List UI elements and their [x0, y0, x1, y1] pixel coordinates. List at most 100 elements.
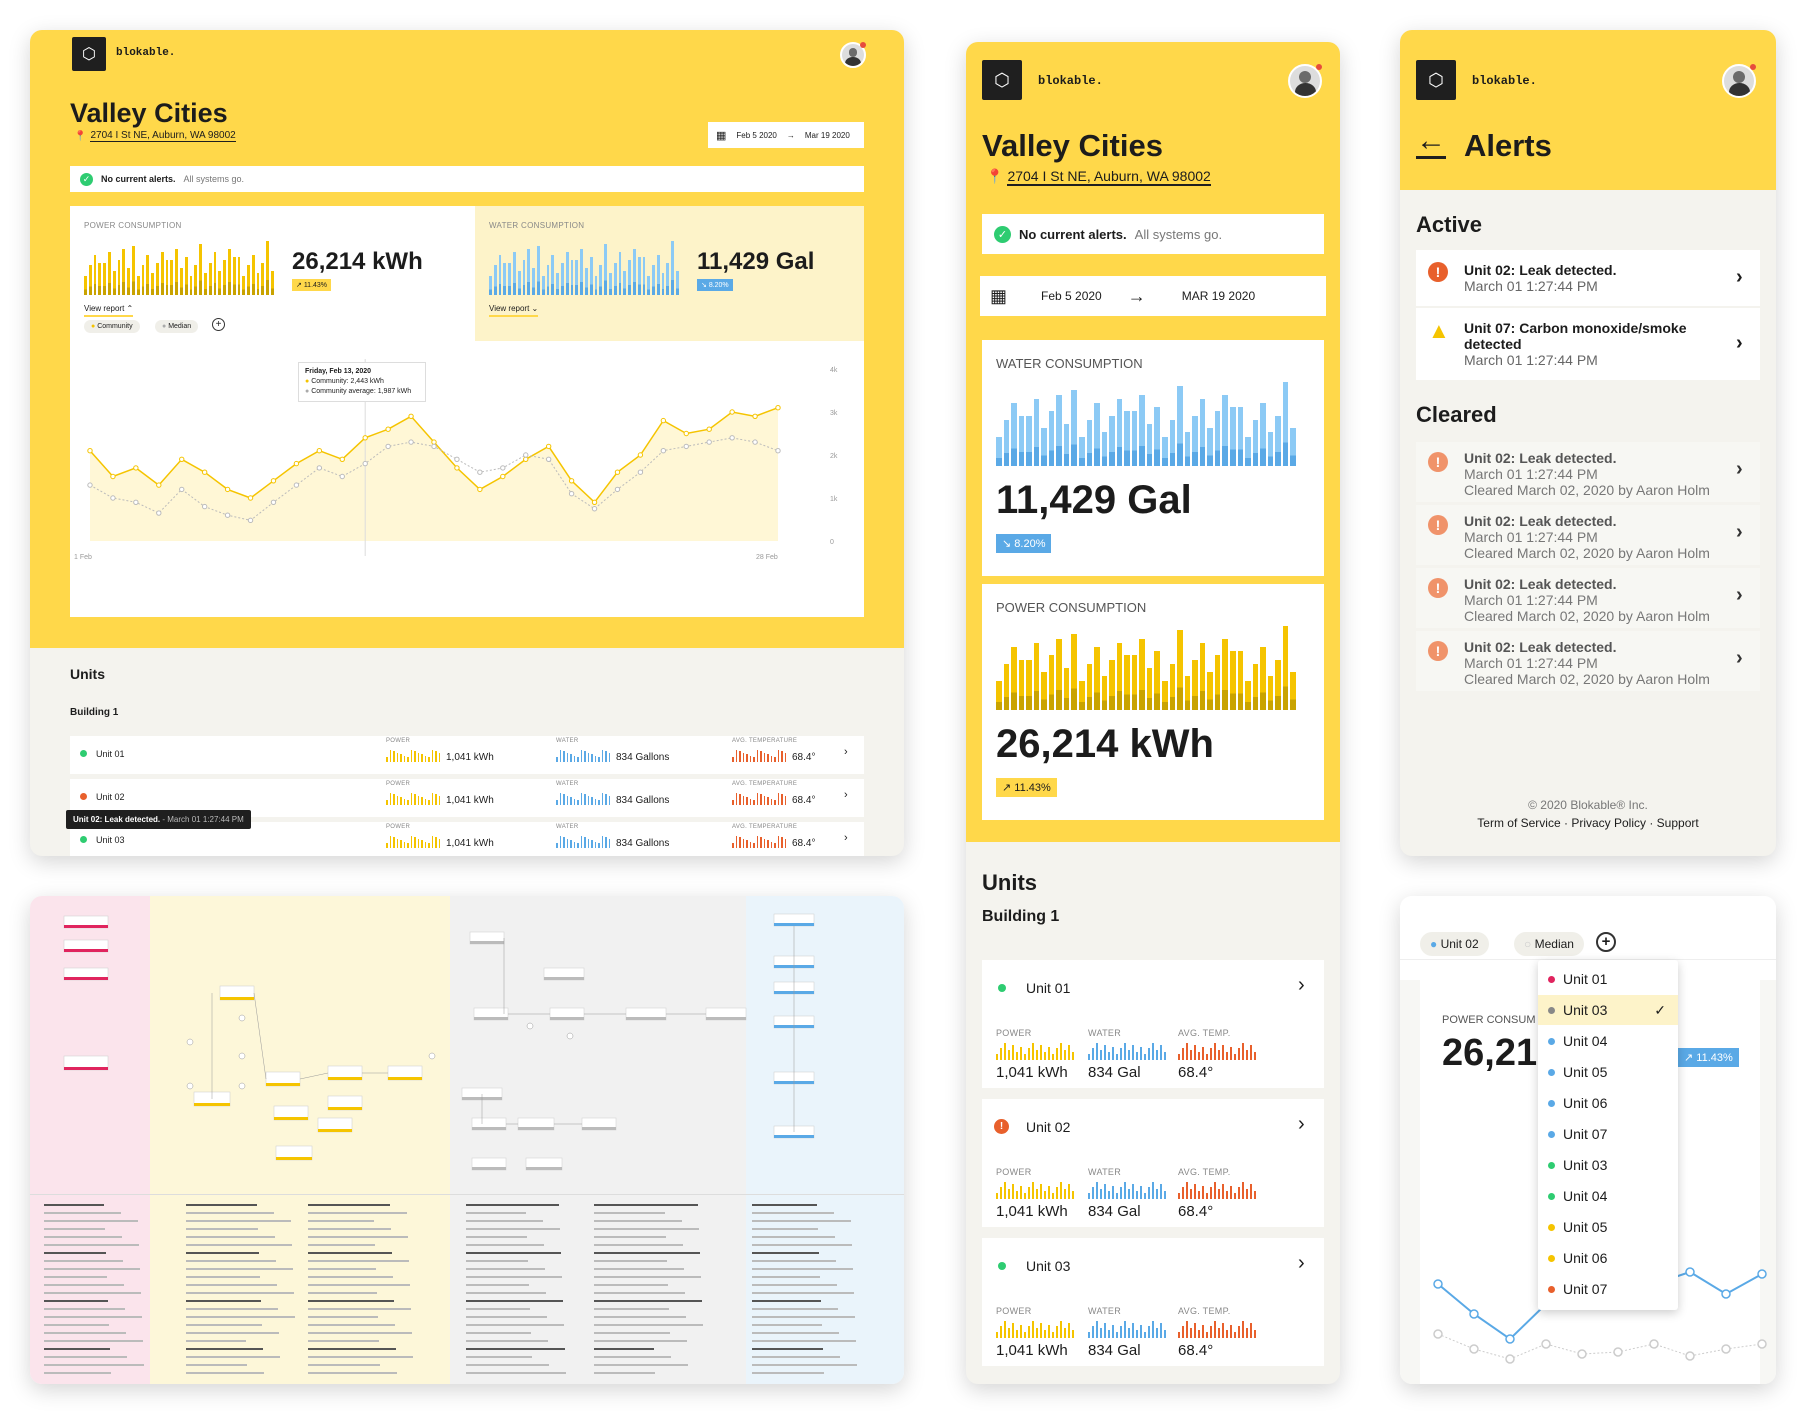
data-point[interactable]	[752, 439, 758, 445]
water-card[interactable]: WATER CONSUMPTION 11,429 Gal ↘ 8.20%	[982, 340, 1324, 576]
chevron-right-icon[interactable]: ›	[1736, 647, 1743, 669]
data-point[interactable]	[454, 465, 460, 471]
data-point[interactable]	[201, 469, 208, 475]
median-chip[interactable]: ○ Median	[1514, 932, 1584, 956]
data-point[interactable]	[224, 512, 231, 518]
chevron-right-icon[interactable]: ›	[1298, 1252, 1305, 1274]
data-point[interactable]	[1469, 1344, 1479, 1354]
data-point[interactable]	[591, 499, 598, 506]
chevron-right-icon[interactable]: ›	[844, 832, 848, 844]
data-point[interactable]	[477, 469, 483, 475]
data-point[interactable]	[500, 473, 506, 480]
privacy-link[interactable]: Privacy Policy	[1571, 816, 1646, 830]
cleared-alert-item[interactable]: ! Unit 02: Leak detected. March 01 1:27:44…	[1416, 505, 1760, 565]
active-alert-item[interactable]: ▲ Unit 07: Carbon monoxide/smoke detected…	[1416, 308, 1760, 380]
chevron-right-icon[interactable]: ›	[1298, 974, 1305, 996]
dropdown-option[interactable]: Unit 05	[1538, 1057, 1678, 1087]
data-point[interactable]	[683, 443, 689, 450]
power-card[interactable]: POWER CONSUMPTION 26,214 kWh ↗ 11.43% Vi…	[70, 206, 475, 341]
dropdown-option[interactable]: Unit 03	[1538, 1150, 1678, 1180]
chevron-right-icon[interactable]: ›	[844, 789, 848, 801]
dropdown-option[interactable]: Unit 04	[1538, 1026, 1678, 1056]
data-point[interactable]	[1721, 1344, 1731, 1354]
data-point[interactable]	[1541, 1339, 1551, 1349]
data-point[interactable]	[614, 469, 621, 475]
data-point[interactable]	[775, 405, 781, 411]
dropdown-option[interactable]: Unit 01	[1538, 964, 1678, 994]
cleared-alert-item[interactable]: ! Unit 02: Leak detected. March 01 1:27:44…	[1416, 442, 1760, 502]
logo-icon[interactable]: ⬡	[72, 37, 106, 71]
data-point[interactable]	[339, 473, 345, 480]
data-point[interactable]	[133, 499, 139, 506]
data-point[interactable]	[477, 486, 483, 493]
data-point[interactable]	[247, 495, 254, 501]
data-point[interactable]	[133, 465, 139, 471]
data-point[interactable]	[362, 435, 368, 441]
cleared-alert-item[interactable]: ! Unit 02: Leak detected. March 01 1:27:44…	[1416, 568, 1760, 628]
data-point[interactable]	[706, 439, 712, 445]
data-point[interactable]	[637, 452, 644, 458]
data-point[interactable]	[1757, 1269, 1767, 1279]
data-point[interactable]	[637, 469, 644, 475]
data-point[interactable]	[293, 482, 300, 488]
data-point[interactable]	[752, 413, 758, 420]
data-point[interactable]	[179, 456, 185, 463]
data-point[interactable]	[201, 503, 208, 510]
data-point[interactable]	[660, 417, 667, 424]
dropdown-option[interactable]: Unit 04	[1538, 1181, 1678, 1211]
data-point[interactable]	[385, 443, 391, 450]
data-point[interactable]	[156, 510, 162, 516]
active-alert-item[interactable]: ! Unit 02: Leak detected. March 01 1:27:44…	[1416, 250, 1760, 306]
add-series-icon[interactable]: +	[1596, 932, 1616, 952]
unit-card[interactable]: ! Unit 02 › POWER 1,041 kWh WATER 834 Gal AVG. …	[982, 1099, 1324, 1227]
data-point[interactable]	[1469, 1309, 1479, 1319]
data-point[interactable]	[270, 499, 277, 506]
date-range-picker[interactable]: ▦ Feb 5 2020 → MAR 19 2020	[980, 276, 1326, 316]
unit-dropdown-menu[interactable]: Unit 01 Unit 03 ✓ Unit 04 Unit 05 Unit 06 Unit…	[1538, 960, 1678, 1310]
date-range-picker[interactable]: ▦ Feb 5 2020 → Mar 19 2020	[708, 122, 864, 148]
data-point[interactable]	[523, 452, 529, 458]
view-report-link[interactable]: View report ⌃	[84, 304, 134, 317]
dropdown-option[interactable]: Unit 07	[1538, 1119, 1678, 1149]
chevron-right-icon[interactable]: ›	[1736, 332, 1743, 354]
data-point[interactable]	[545, 443, 552, 450]
data-point[interactable]	[729, 409, 735, 415]
data-point[interactable]	[591, 506, 598, 512]
chevron-right-icon[interactable]: ›	[1736, 266, 1743, 288]
data-point[interactable]	[706, 426, 712, 432]
data-point[interactable]	[87, 482, 93, 488]
address-link[interactable]: 📍 2704 I St NE, Auburn, WA 98002	[986, 168, 1211, 186]
data-point[interactable]	[316, 465, 323, 471]
data-point[interactable]	[270, 478, 277, 484]
data-point[interactable]	[660, 448, 667, 454]
unit-card[interactable]: Unit 03 › POWER 1,041 kWh WATER 834 Gal AVG. T…	[982, 1238, 1324, 1366]
data-point[interactable]	[1505, 1354, 1515, 1364]
chevron-right-icon[interactable]: ›	[1736, 584, 1743, 606]
data-point[interactable]	[316, 448, 323, 454]
data-point[interactable]	[110, 473, 116, 480]
data-point[interactable]	[408, 439, 414, 445]
data-point[interactable]	[362, 460, 368, 467]
data-point[interactable]	[1721, 1289, 1731, 1299]
data-point[interactable]	[87, 448, 93, 454]
chevron-right-icon[interactable]: ›	[1298, 1113, 1305, 1135]
data-point[interactable]	[1757, 1339, 1767, 1349]
data-point[interactable]	[385, 426, 391, 432]
logo-icon[interactable]: ⬡	[1416, 60, 1456, 100]
data-point[interactable]	[454, 456, 460, 463]
data-point[interactable]	[1685, 1267, 1695, 1277]
data-point[interactable]	[247, 517, 254, 524]
address-link[interactable]: 📍 2704 I St NE, Auburn, WA 98002	[74, 130, 236, 142]
data-point[interactable]	[110, 495, 116, 501]
dropdown-option[interactable]: Unit 07	[1538, 1274, 1678, 1304]
dropdown-option[interactable]: Unit 05	[1538, 1212, 1678, 1242]
unit-row[interactable]: Unit 02 POWER 1,041 kWh WATER 834 Gallons AVG…	[70, 779, 864, 817]
legend-median-chip[interactable]: ● Median	[155, 320, 199, 333]
water-card[interactable]: WATER CONSUMPTION 11,429 Gal ↘ 8.20% Vie…	[475, 206, 864, 341]
data-point[interactable]	[775, 448, 781, 454]
data-point[interactable]	[614, 486, 621, 493]
data-point[interactable]	[293, 460, 300, 467]
data-point[interactable]	[156, 482, 162, 488]
add-series-icon[interactable]: +	[212, 318, 225, 331]
data-point[interactable]	[1433, 1329, 1443, 1339]
